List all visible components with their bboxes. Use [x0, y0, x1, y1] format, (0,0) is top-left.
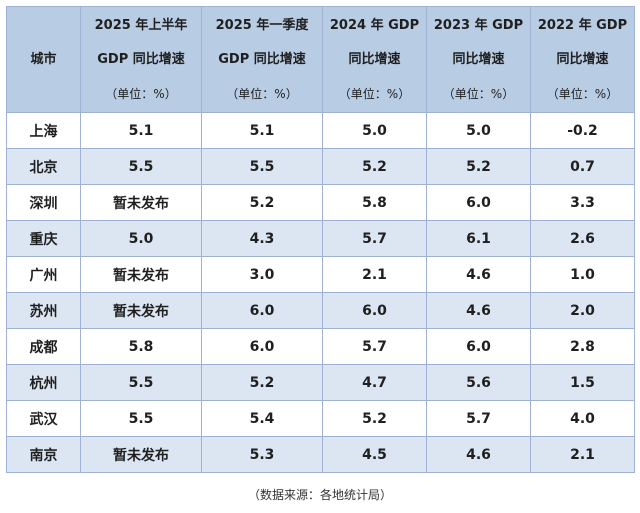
city-cell: 苏州 [6, 292, 81, 329]
gdp-growth-table: 城市 2025 年上半年 GDP 同比增速 （单位：%） 2025 年一季度 G… [6, 6, 635, 473]
city-cell: 南京 [6, 436, 81, 473]
value-cell-2022: 0.7 [530, 148, 635, 185]
header-2024-line1: 2024 年 GDP [329, 17, 420, 33]
value-cell-2025-q1: 5.2 [201, 364, 323, 401]
header-2022-line2: 同比增速 [556, 51, 609, 67]
value-cell-2024: 5.2 [322, 148, 427, 185]
table-row: 上海 5.1 5.1 5.0 5.0 -0.2 [6, 112, 635, 149]
city-cell: 成都 [6, 328, 81, 365]
value-cell-2022: 1.0 [530, 256, 635, 293]
city-cell: 广州 [6, 256, 81, 293]
value-cell-2023: 6.0 [426, 328, 531, 365]
value-cell-2022: 4.0 [530, 400, 635, 437]
value-cell-2025-h1: 5.5 [80, 364, 202, 401]
value-cell-2025-q1: 6.0 [201, 292, 323, 329]
gdp-table-container: 城市 2025 年上半年 GDP 同比增速 （单位：%） 2025 年一季度 G… [6, 6, 635, 473]
value-cell-2024: 4.7 [322, 364, 427, 401]
table-header-row: 城市 2025 年上半年 GDP 同比增速 （单位：%） 2025 年一季度 G… [6, 6, 635, 113]
value-cell-2024: 5.2 [322, 400, 427, 437]
value-cell-2025-h1: 暂未发布 [80, 256, 202, 293]
header-2024-unit: （单位：%） [338, 86, 411, 101]
header-2025-q1-unit: （单位：%） [226, 86, 298, 101]
value-cell-2025-q1: 5.3 [201, 436, 323, 473]
header-2025-q1: 2025 年一季度 GDP 同比增速 （单位：%） [201, 6, 323, 113]
city-cell: 深圳 [6, 184, 81, 221]
value-cell-2023: 4.6 [426, 256, 531, 293]
table-row: 成都 5.8 6.0 5.7 6.0 2.8 [6, 328, 635, 365]
header-2023-line2: 同比增速 [452, 51, 505, 67]
value-cell-2023: 5.6 [426, 364, 531, 401]
value-cell-2025-q1: 5.4 [201, 400, 323, 437]
value-cell-2024: 6.0 [322, 292, 427, 329]
header-2022-unit: （单位：%） [546, 86, 619, 101]
header-2023-line1: 2023 年 GDP [433, 17, 524, 33]
header-2025-h1-unit: （单位：%） [105, 86, 177, 101]
value-cell-2025-h1: 暂未发布 [80, 292, 202, 329]
city-cell: 重庆 [6, 220, 81, 257]
table-row: 苏州 暂未发布 6.0 6.0 4.6 2.0 [6, 292, 635, 329]
table-row: 南京 暂未发布 5.3 4.5 4.6 2.1 [6, 436, 635, 473]
value-cell-2023: 6.0 [426, 184, 531, 221]
table-row: 北京 5.5 5.5 5.2 5.2 0.7 [6, 148, 635, 185]
value-cell-2022: 2.8 [530, 328, 635, 365]
value-cell-2024: 4.5 [322, 436, 427, 473]
city-cell: 杭州 [6, 364, 81, 401]
header-2025-q1-line2: GDP 同比增速 [218, 51, 306, 67]
value-cell-2024: 2.1 [322, 256, 427, 293]
value-cell-2024: 5.7 [322, 328, 427, 365]
table-row: 广州 暂未发布 3.0 2.1 4.6 1.0 [6, 256, 635, 293]
city-cell: 北京 [6, 148, 81, 185]
header-city-label: 城市 [30, 51, 57, 67]
source-footnote: （数据来源：各地统计局） [247, 488, 392, 502]
value-cell-2025-q1: 5.5 [201, 148, 323, 185]
value-cell-2025-h1: 5.5 [80, 148, 202, 185]
value-cell-2023: 6.1 [426, 220, 531, 257]
value-cell-2025-h1: 暂未发布 [80, 436, 202, 473]
table-row: 武汉 5.5 5.4 5.2 5.7 4.0 [6, 400, 635, 437]
value-cell-2022: 3.3 [530, 184, 635, 221]
table-row: 杭州 5.5 5.2 4.7 5.6 1.5 [6, 364, 635, 401]
value-cell-2022: 2.0 [530, 292, 635, 329]
header-2024-line2: 同比增速 [348, 51, 401, 67]
value-cell-2024: 5.8 [322, 184, 427, 221]
value-cell-2024: 5.7 [322, 220, 427, 257]
value-cell-2022: -0.2 [530, 112, 635, 149]
header-2025-h1: 2025 年上半年 GDP 同比增速 （单位：%） [80, 6, 202, 113]
value-cell-2022: 2.6 [530, 220, 635, 257]
value-cell-2025-q1: 3.0 [201, 256, 323, 293]
value-cell-2025-h1: 5.0 [80, 220, 202, 257]
value-cell-2024: 5.0 [322, 112, 427, 149]
header-2025-h1-line2: GDP 同比增速 [97, 51, 185, 67]
value-cell-2025-q1: 4.3 [201, 220, 323, 257]
value-cell-2023: 4.6 [426, 436, 531, 473]
table-row: 深圳 暂未发布 5.2 5.8 6.0 3.3 [6, 184, 635, 221]
table-row: 重庆 5.0 4.3 5.7 6.1 2.6 [6, 220, 635, 257]
value-cell-2022: 2.1 [530, 436, 635, 473]
value-cell-2025-h1: 5.8 [80, 328, 202, 365]
city-cell: 上海 [6, 112, 81, 149]
header-2022: 2022 年 GDP 同比增速 （单位：%） [530, 6, 635, 113]
value-cell-2025-h1: 5.1 [80, 112, 202, 149]
header-2022-line1: 2022 年 GDP [537, 17, 628, 33]
header-city: 城市 [6, 6, 81, 113]
value-cell-2025-q1: 5.2 [201, 184, 323, 221]
header-2025-h1-line1: 2025 年上半年 [94, 17, 188, 33]
header-2025-q1-line1: 2025 年一季度 [215, 17, 309, 33]
value-cell-2025-h1: 5.5 [80, 400, 202, 437]
value-cell-2025-q1: 6.0 [201, 328, 323, 365]
value-cell-2025-q1: 5.1 [201, 112, 323, 149]
value-cell-2022: 1.5 [530, 364, 635, 401]
value-cell-2025-h1: 暂未发布 [80, 184, 202, 221]
header-2023-unit: （单位：%） [442, 86, 515, 101]
value-cell-2023: 5.0 [426, 112, 531, 149]
header-2023: 2023 年 GDP 同比增速 （单位：%） [426, 6, 531, 113]
value-cell-2023: 5.2 [426, 148, 531, 185]
value-cell-2023: 5.7 [426, 400, 531, 437]
value-cell-2023: 4.6 [426, 292, 531, 329]
header-2024: 2024 年 GDP 同比增速 （单位：%） [322, 6, 427, 113]
city-cell: 武汉 [6, 400, 81, 437]
